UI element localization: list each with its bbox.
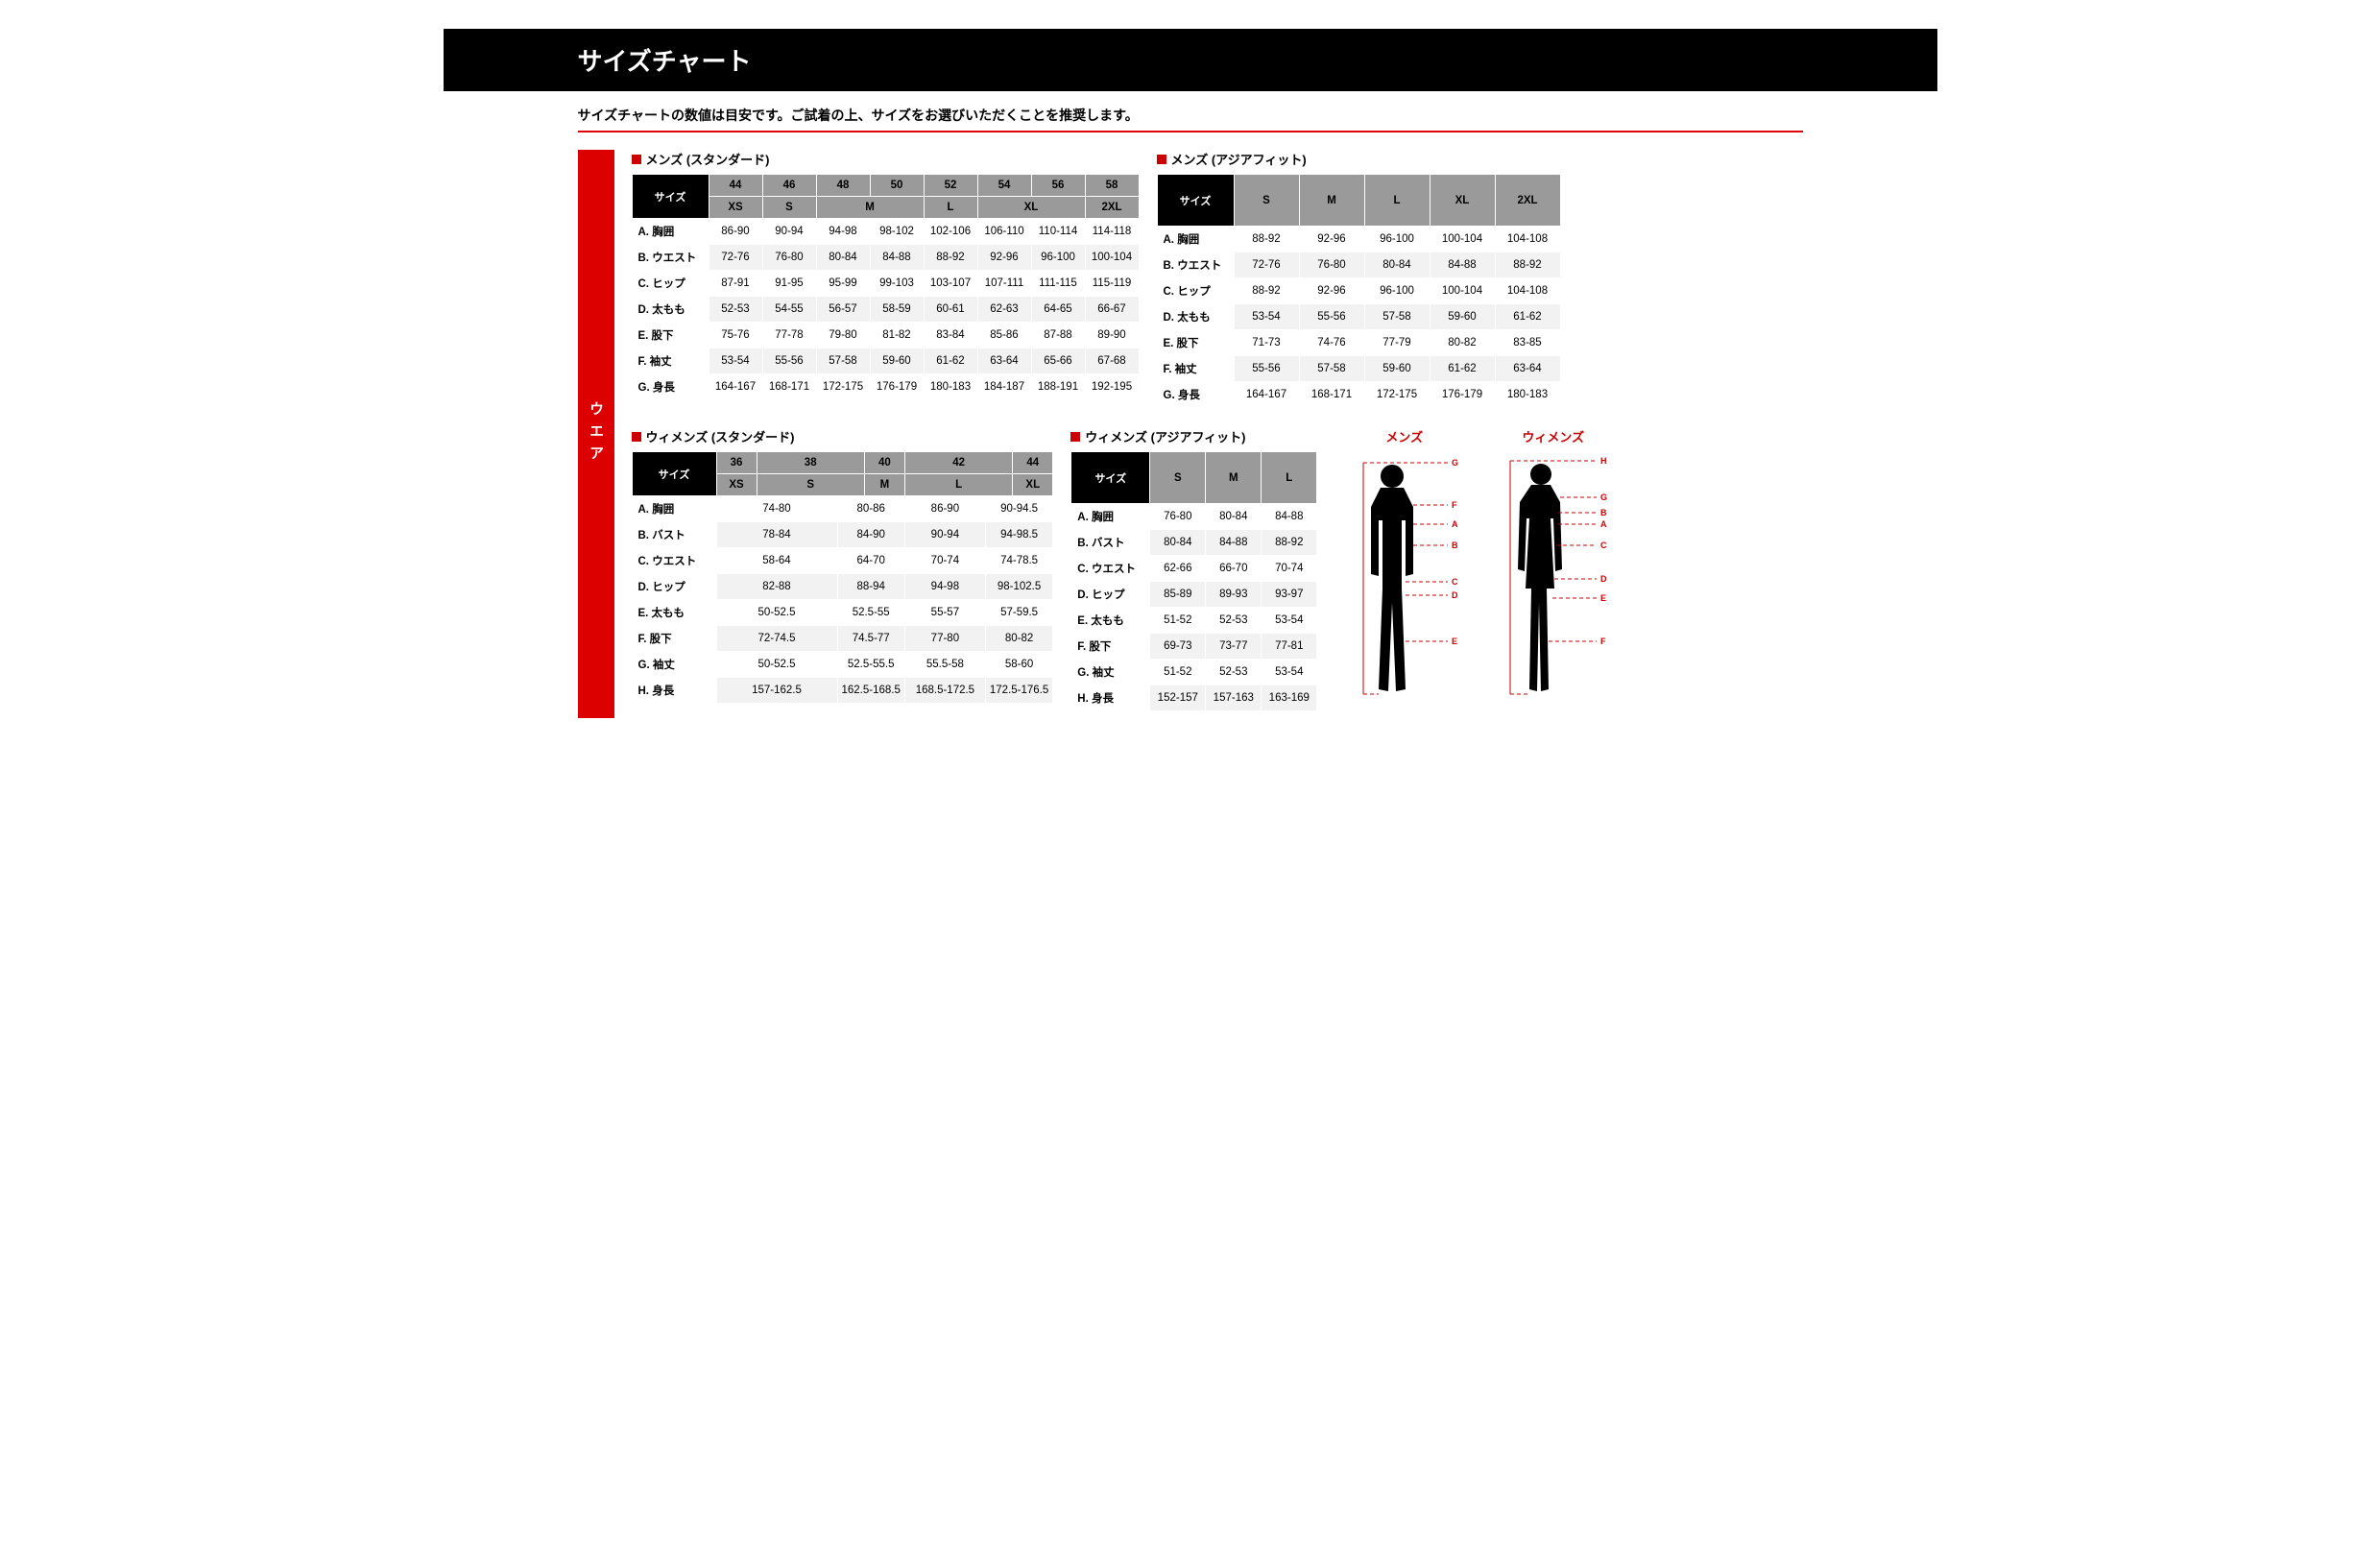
table-title: ウィメンズ (スタンダード) [632,427,1054,445]
page-subtitle: サイズチャートの数値は目安です。ご試着の上、サイズをお選びいただくことを推奨しま… [578,106,1803,125]
mens-standard-table: サイズ4446485052545658XSSMLXL2XLA. 胸囲86-909… [632,174,1140,400]
svg-text:C: C [1452,577,1458,587]
divider [578,131,1803,132]
womens-asia-table: サイズSMLA. 胸囲76-8080-8484-88B. バスト80-8484-… [1070,451,1317,711]
diagram-title: ウィメンズ [1483,427,1623,445]
svg-text:F: F [1600,637,1606,646]
mens-standard-block: メンズ (スタンダード) サイズ4446485052545658XSSMLXL2… [632,150,1140,408]
table-title: ウィメンズ (アジアフィット) [1070,427,1317,445]
page-title: サイズチャート [578,42,1803,78]
svg-text:G: G [1600,493,1607,502]
svg-text:G: G [1452,458,1458,468]
svg-text:D: D [1452,590,1458,600]
page-banner: サイズチャート [444,29,1937,91]
table-title: メンズ (スタンダード) [632,150,1140,168]
womens-asia-block: ウィメンズ (アジアフィット) サイズSMLA. 胸囲76-8080-8484-… [1070,427,1317,711]
womens-body-icon: H G B A C D E F [1483,449,1623,718]
mens-asia-block: メンズ (アジアフィット) サイズSMLXL2XLA. 胸囲88-9292-96… [1157,150,1561,408]
table-title: メンズ (アジアフィット) [1157,150,1561,168]
svg-text:E: E [1452,637,1457,646]
mens-body-icon: G F A B C D E [1334,449,1474,718]
svg-text:E: E [1600,593,1606,603]
mens-diagram: メンズ G F [1334,427,1474,718]
svg-text:H: H [1600,456,1607,466]
womens-standard-table: サイズ3638404244XSSMLXLA. 胸囲74-8080-8686-90… [632,451,1054,704]
category-tab: ウエア [578,150,614,718]
diagram-title: メンズ [1334,427,1474,445]
mens-asia-table: サイズSMLXL2XLA. 胸囲88-9292-9696-100100-1041… [1157,174,1561,408]
womens-standard-block: ウィメンズ (スタンダード) サイズ3638404244XSSMLXLA. 胸囲… [632,427,1054,704]
svg-text:B: B [1452,541,1458,550]
womens-diagram: ウィメンズ H G B A [1483,427,1623,718]
svg-text:C: C [1600,541,1607,550]
svg-text:A: A [1600,519,1607,529]
svg-text:A: A [1452,519,1458,529]
svg-text:F: F [1452,500,1457,510]
svg-text:D: D [1600,574,1607,584]
svg-text:B: B [1600,508,1607,517]
